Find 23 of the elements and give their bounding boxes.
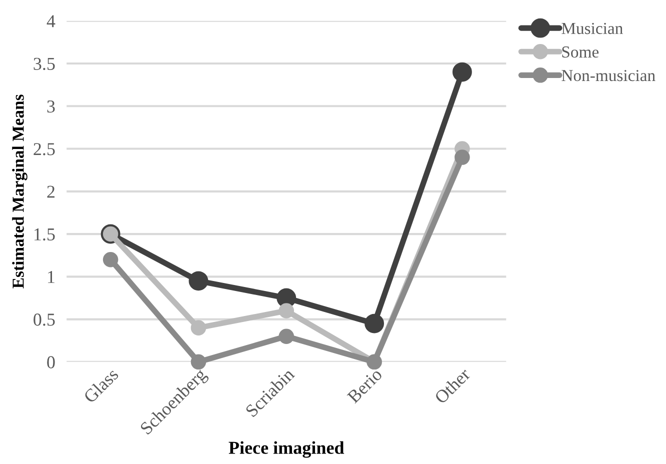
y-tick-label: 0 <box>47 356 55 368</box>
y-tick-label: 3 <box>47 100 55 113</box>
point <box>190 320 206 336</box>
y-tick-label: 2.5 <box>34 143 55 156</box>
y-tick-label: 1 <box>48 271 54 283</box>
y-tick-label: 4 <box>46 15 56 28</box>
point <box>454 150 470 165</box>
point <box>452 62 472 82</box>
y-axis-title: Estimated Marginal Means <box>12 94 28 288</box>
point <box>190 354 206 370</box>
legend-label: Musician <box>562 22 623 34</box>
legend-label: Non-musician <box>562 70 656 82</box>
y-tick-label: 0.5 <box>34 314 55 326</box>
point <box>188 271 208 291</box>
y-tick-label: 3.5 <box>34 58 55 70</box>
legend-label: Some <box>562 46 599 58</box>
point <box>278 328 294 344</box>
y-tick-label: 1.5 <box>34 228 55 241</box>
x-axis-title: Piece imagined <box>228 441 344 458</box>
point <box>278 303 294 318</box>
y-tick-label: 2 <box>47 186 54 198</box>
point <box>364 314 384 334</box>
point <box>102 252 118 268</box>
